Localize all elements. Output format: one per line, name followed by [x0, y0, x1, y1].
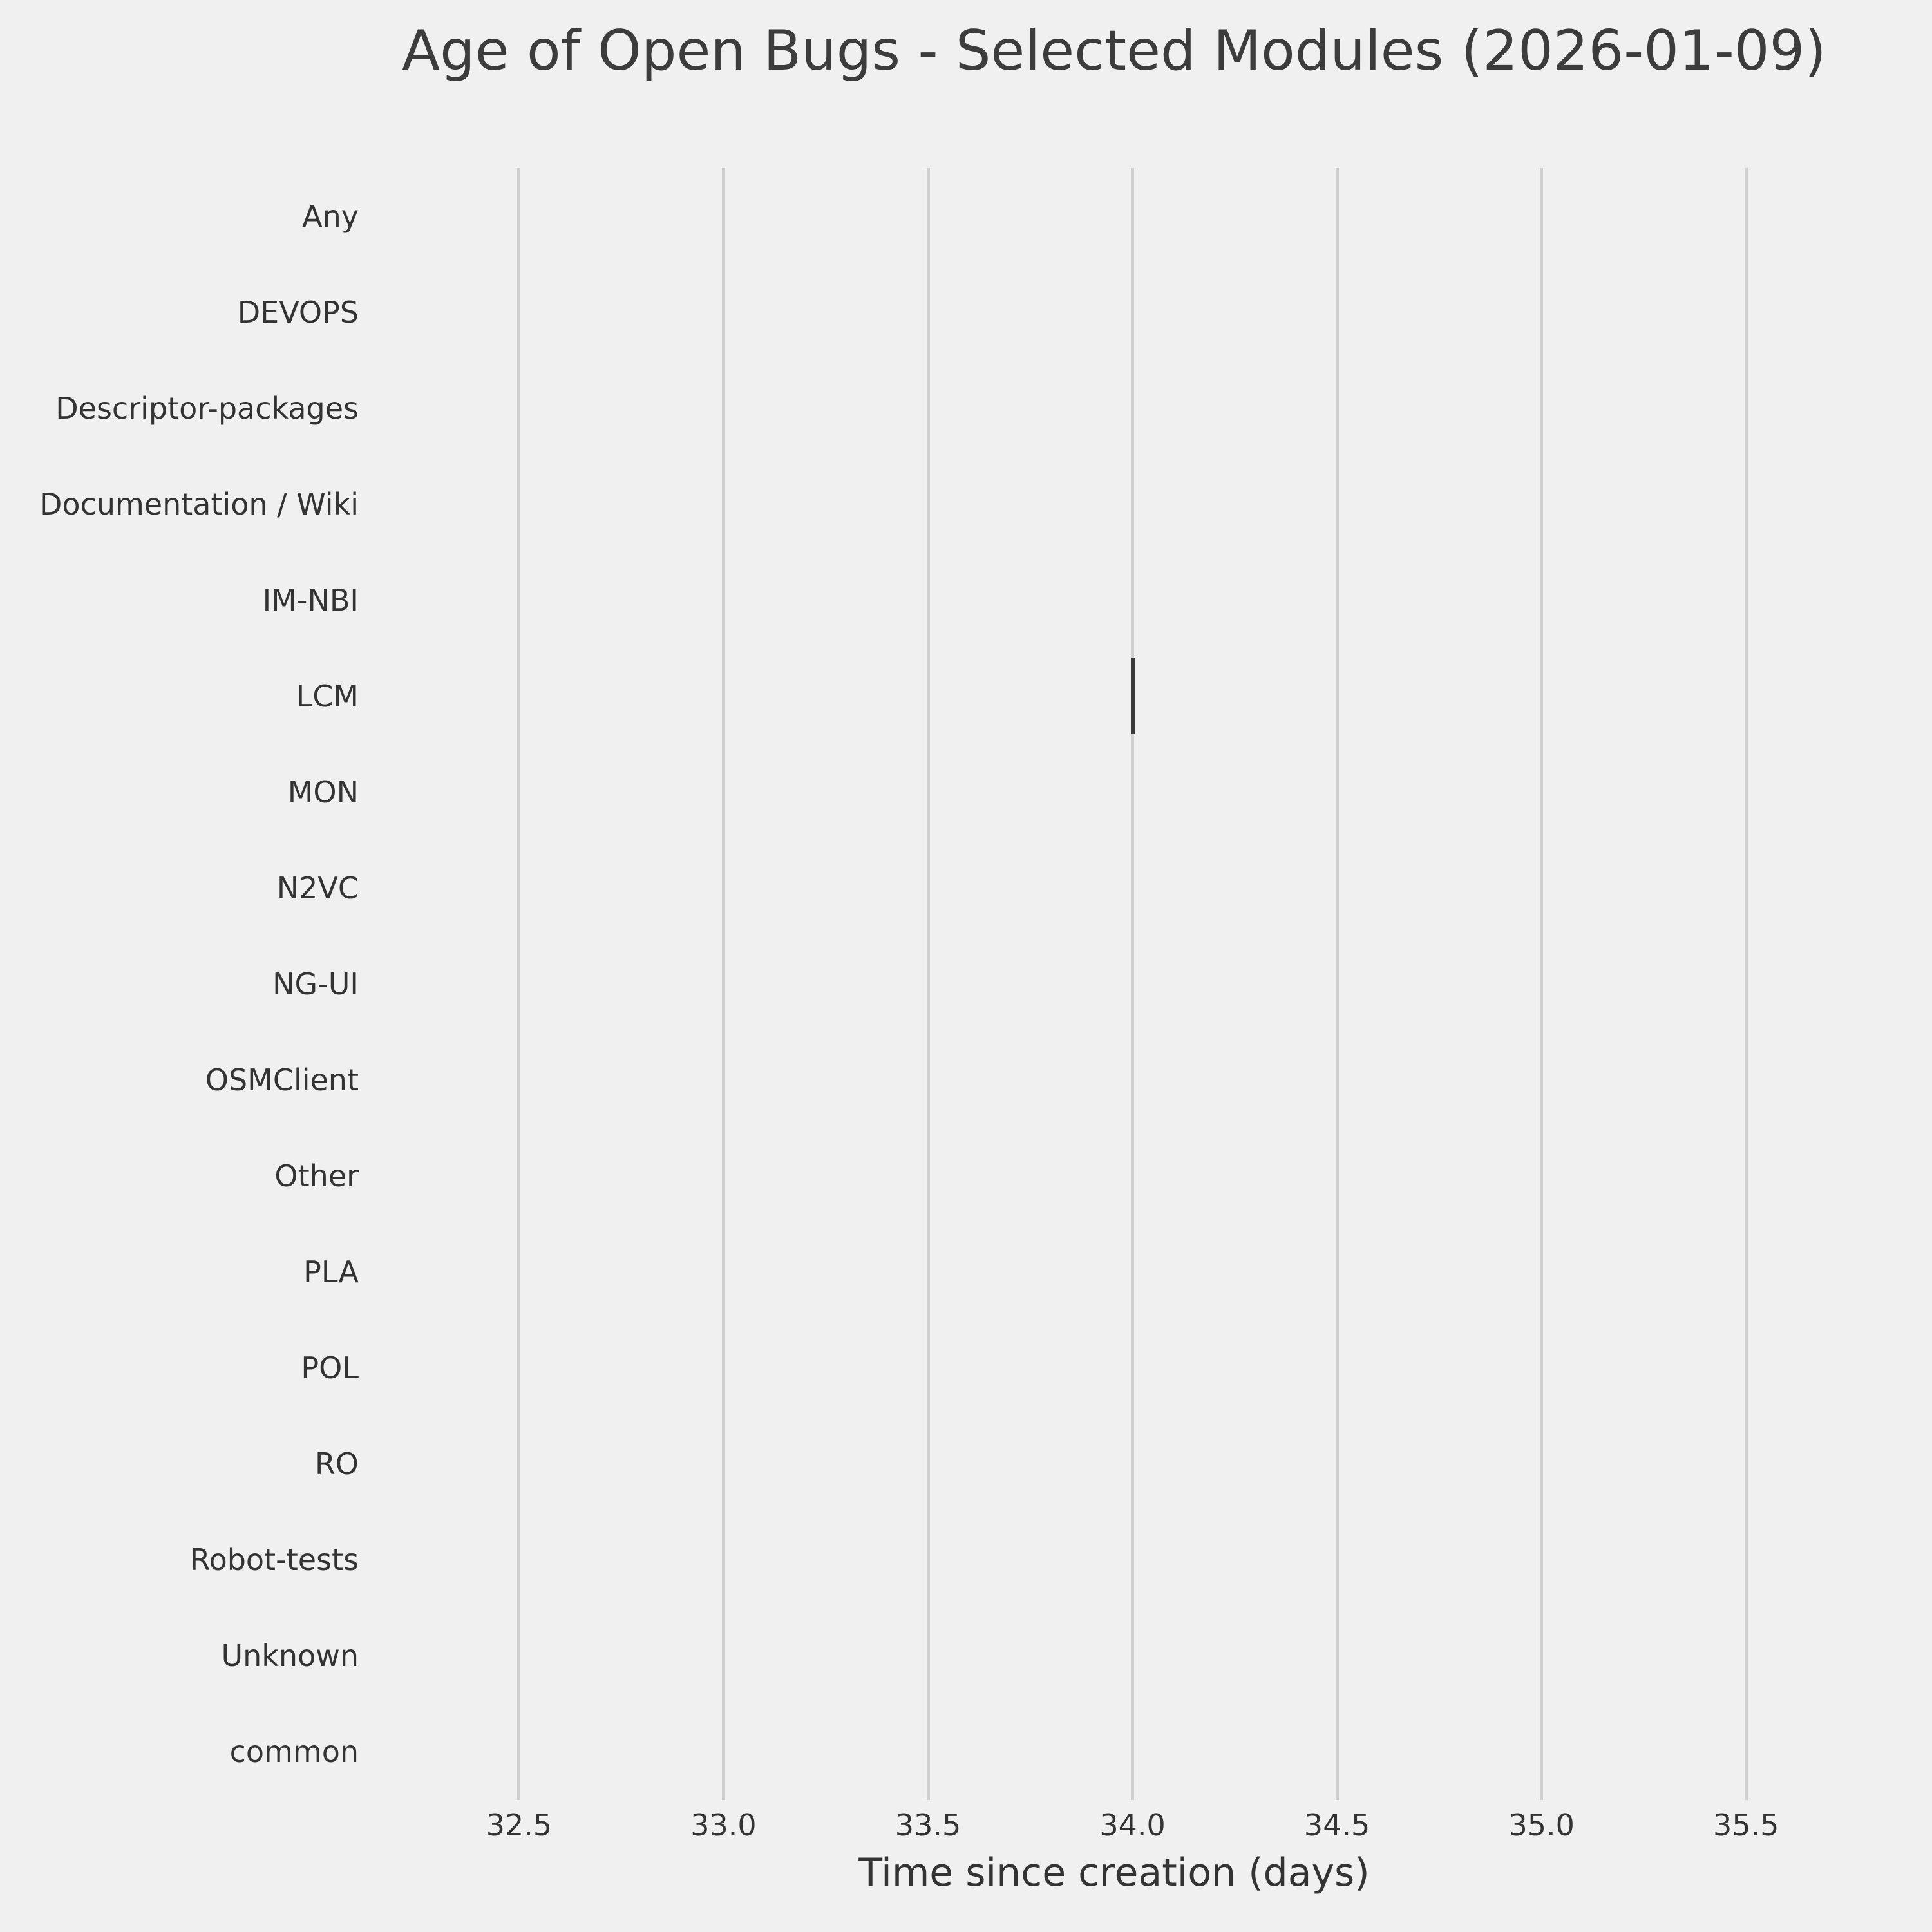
x-tick-label: 32.5: [486, 1808, 553, 1842]
y-tick-label: Other: [274, 1159, 359, 1194]
boxplot-mark: [1130, 658, 1135, 735]
y-tick-label: RO: [314, 1446, 359, 1482]
x-gridline: [1540, 168, 1544, 1800]
y-tick-label: LCM: [296, 678, 359, 714]
x-gridline: [1131, 168, 1135, 1800]
x-tick-label: 33.0: [690, 1808, 757, 1842]
y-tick-label: Robot-tests: [189, 1542, 359, 1578]
x-gridline: [1335, 168, 1339, 1800]
x-axis-label: Time since creation (days): [858, 1850, 1370, 1895]
y-tick-label: OSMClient: [205, 1063, 359, 1098]
plot-area: [380, 168, 1848, 1800]
chart-title: Age of Open Bugs - Selected Modules (202…: [402, 19, 1826, 83]
x-tick-label: 35.5: [1713, 1808, 1779, 1842]
y-tick-label: Unknown: [221, 1638, 359, 1674]
x-tick-label: 35.0: [1508, 1808, 1575, 1842]
y-tick-label: POL: [301, 1350, 359, 1386]
y-tick-label: Any: [302, 198, 359, 234]
x-tick-label: 34.5: [1303, 1808, 1370, 1842]
y-tick-label: IM-NBI: [262, 582, 359, 618]
x-tick-label: 34.0: [1099, 1808, 1166, 1842]
y-tick-label: Descriptor-packages: [55, 390, 359, 426]
y-tick-label: Documentation / Wiki: [39, 486, 359, 522]
x-gridline: [721, 168, 725, 1800]
x-gridline: [926, 168, 930, 1800]
y-tick-label: NG-UI: [272, 967, 359, 1001]
x-tick-label: 33.5: [895, 1808, 961, 1842]
x-gridline: [1744, 168, 1748, 1800]
y-tick-label: common: [229, 1734, 359, 1770]
y-tick-label: N2VC: [276, 870, 359, 905]
y-tick-label: MON: [287, 774, 359, 810]
x-gridline: [517, 168, 521, 1800]
y-tick-label: DEVOPS: [237, 294, 359, 330]
y-tick-label: PLA: [303, 1255, 359, 1290]
